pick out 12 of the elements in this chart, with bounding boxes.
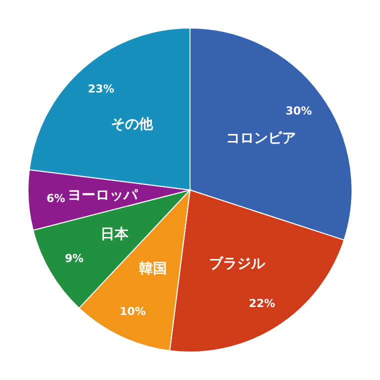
data-label: 9% xyxy=(64,252,84,265)
data-label: 23% xyxy=(88,82,114,96)
data-label: 10% xyxy=(120,305,146,318)
slice-label: その他 xyxy=(111,116,154,132)
data-label: 30% xyxy=(286,104,312,118)
data-label: 6% xyxy=(46,192,66,205)
slice-label: 日本 xyxy=(100,226,130,243)
slice-label: ブラジル xyxy=(208,254,266,272)
slice-label: 韓国 xyxy=(138,261,167,278)
data-label: 22% xyxy=(248,297,276,310)
slice-label: コロンビア xyxy=(226,130,296,147)
slice-label: ヨーロッパ xyxy=(68,187,139,204)
